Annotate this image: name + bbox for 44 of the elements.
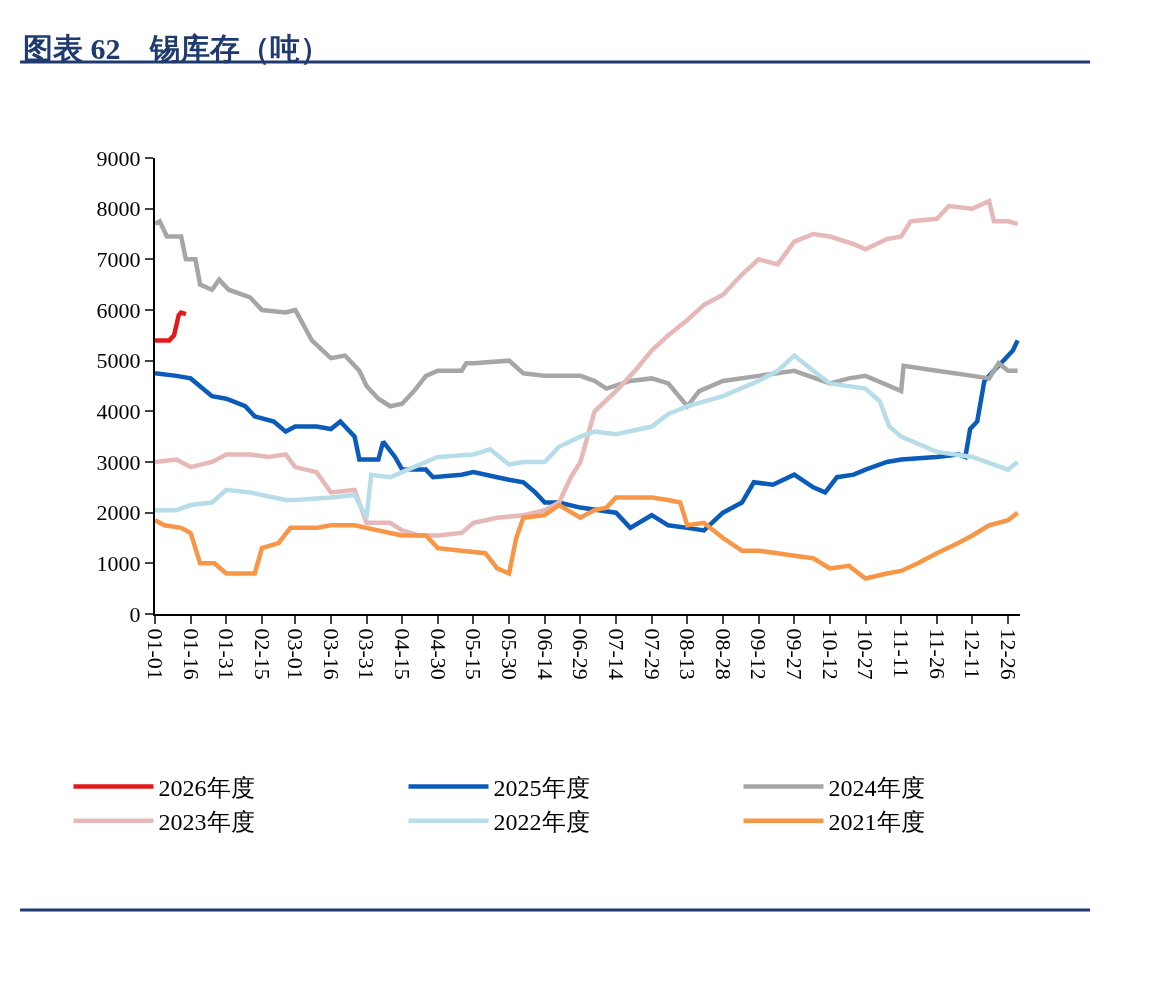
y-tick-label: 4000 xyxy=(96,399,141,425)
x-tick-label: 06-29 xyxy=(568,628,594,680)
y-tick-label: 8000 xyxy=(96,196,141,222)
x-tick-label: 01-31 xyxy=(214,628,240,680)
x-tick-label: 01-01 xyxy=(142,628,168,680)
x-tick-label: 08-13 xyxy=(675,628,701,680)
x-tick-label: 05-15 xyxy=(461,628,487,680)
x-tick-label: 12-26 xyxy=(995,628,1021,680)
y-tick-label: 0 xyxy=(129,601,141,627)
x-tick-label: 03-31 xyxy=(354,628,380,680)
x-tick-label: 09-27 xyxy=(782,628,808,680)
y-tick-label: 3000 xyxy=(96,449,141,475)
y-tick-label: 5000 xyxy=(96,348,141,374)
x-tick-label: 10-12 xyxy=(817,628,843,680)
legend-label: 2026年度 xyxy=(158,774,255,801)
y-tick-label: 7000 xyxy=(96,247,141,273)
line-series xyxy=(155,219,1020,409)
x-tick-label: 10-27 xyxy=(853,628,879,680)
x-tick-label: 05-30 xyxy=(496,628,522,680)
legend-label: 2024年度 xyxy=(828,774,925,801)
x-tick-label: 04-15 xyxy=(389,628,415,680)
x-tick-label: 03-01 xyxy=(283,628,309,680)
x-tick-label: 07-14 xyxy=(603,628,629,680)
line-series xyxy=(155,495,1020,581)
x-tick-label: 08-28 xyxy=(710,628,736,680)
y-tick-label: 9000 xyxy=(96,145,141,171)
x-tick-label: 01-16 xyxy=(178,628,204,680)
y-tick-label: 1000 xyxy=(96,551,141,577)
line-series xyxy=(155,310,189,343)
y-tick-label: 6000 xyxy=(96,297,141,323)
legend-label: 2021年度 xyxy=(828,809,925,836)
x-tick-label: 12-11 xyxy=(960,628,986,679)
legend-label: 2025年度 xyxy=(493,774,590,801)
x-tick-label: 03-16 xyxy=(318,628,344,680)
y-tick-label: 2000 xyxy=(96,500,141,526)
x-tick-label: 02-15 xyxy=(249,628,275,680)
x-tick-label: 07-29 xyxy=(639,628,665,680)
x-tick-label: 04-30 xyxy=(425,628,451,680)
x-tick-label: 09-12 xyxy=(746,628,772,680)
x-tick-label: 06-14 xyxy=(532,628,558,680)
legend-label: 2022年度 xyxy=(493,809,590,836)
x-tick-label: 11-26 xyxy=(924,628,950,679)
x-tick-label: 11-11 xyxy=(889,628,915,679)
legend-label: 2023年度 xyxy=(158,809,255,836)
